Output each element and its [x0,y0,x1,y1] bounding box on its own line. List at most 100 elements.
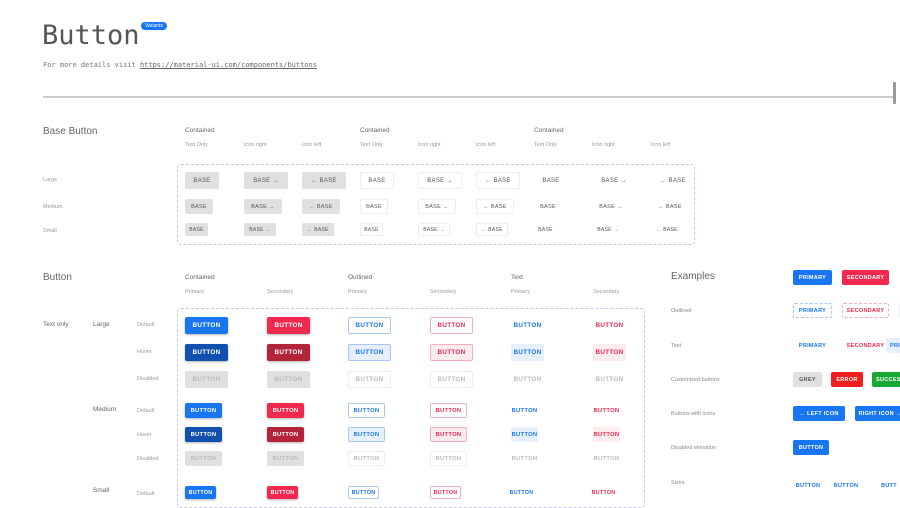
base-button[interactable]: ← BASE [476,199,514,214]
column-label: Secondary [593,289,620,295]
example-button[interactable]: ERROR [831,372,863,387]
base-button[interactable]: ← BASE [656,226,678,233]
grid-button[interactable]: BUTTON [267,403,304,418]
grid-button[interactable]: BUTTON [185,317,228,334]
grid-button[interactable]: BUTTON [430,403,467,418]
grid-button[interactable]: BUTTON [513,376,542,383]
example-button[interactable]: SECONDARY [846,342,885,349]
grid-button[interactable]: BUTTON [348,403,385,418]
base-button[interactable]: BASE [185,172,219,189]
base-button[interactable]: ← BASE [476,223,508,236]
example-button[interactable]: BUTT [881,482,897,489]
grid-button[interactable]: BUTTON [267,371,310,388]
grid-button[interactable]: BUTTON [593,427,620,442]
base-button[interactable]: BASE [538,226,553,233]
base-button[interactable]: BASE → [244,199,282,214]
example-button[interactable]: SECONDARY [842,303,889,318]
grid-button[interactable]: BUTTON [185,371,228,388]
base-button[interactable]: BASE [540,203,556,210]
base-button[interactable]: BASE → [418,223,450,236]
example-button[interactable]: PRIMARY [798,342,827,349]
base-button-frame [177,164,695,245]
base-button[interactable]: ← BASE [302,223,334,236]
grid-button[interactable]: BUTTON [511,344,544,361]
base-button[interactable]: BASE → [418,199,456,214]
grid-button[interactable]: BUTTON [267,486,298,499]
grid-button[interactable]: BUTTON [511,455,538,462]
base-button[interactable]: ← BASE [658,203,682,210]
grid-button[interactable]: BUTTON [185,486,216,499]
base-button[interactable]: ← BASE [302,172,346,189]
grid-button[interactable]: BUTTON [267,317,310,334]
base-button[interactable]: BASE → [597,226,619,233]
base-button[interactable]: BASE [360,199,388,214]
example-button[interactable]: PRIMARY [793,303,832,318]
variants-badge[interactable]: Variants [141,22,167,30]
state-label: Hover [137,432,152,438]
example-button[interactable]: BUTTON [793,440,829,455]
base-button[interactable]: BASE [360,172,394,189]
example-button[interactable]: ← LEFT ICON [793,406,845,421]
grid-button[interactable]: BUTTON [593,455,620,462]
docs-link[interactable]: https://material-ui.com/components/butto… [139,61,317,69]
base-button[interactable]: BASE → [601,177,627,184]
subtitle: For more details visit https://material-… [43,61,317,69]
grid-button[interactable]: BUTTON [185,427,222,442]
base-button[interactable]: BASE → [418,172,462,189]
grid-button[interactable]: BUTTON [430,371,473,388]
example-button[interactable]: PRI [886,338,900,353]
base-group-label: Contained [185,127,215,134]
grid-button[interactable]: BUTTON [267,451,304,466]
example-button[interactable]: GREY [793,372,822,387]
grid-button[interactable]: BUTTON [430,486,461,499]
size-label: Medium [93,406,117,413]
grid-button[interactable]: BUTTON [348,371,391,388]
grid-button[interactable]: BUTTON [348,451,385,466]
grid-button[interactable]: BUTTON [185,403,222,418]
scrollbar-thumb[interactable] [893,82,896,104]
base-button[interactable]: BASE → [244,172,288,189]
grid-button[interactable]: BUTTON [348,317,391,334]
example-button[interactable]: SUCCES [872,372,900,387]
example-button[interactable]: RIGHT ICON → [855,406,900,421]
base-button[interactable]: ← BASE [302,199,340,214]
base-button[interactable]: BASE [360,223,383,236]
base-button[interactable]: ← BASE [476,172,520,189]
base-button[interactable]: BASE → [599,203,623,210]
base-column-label: Icon right [418,142,441,148]
example-button[interactable]: SECONDARY [842,270,889,285]
base-button[interactable]: BASE → [244,223,276,236]
grid-button[interactable]: BUTTON [185,451,222,466]
base-button[interactable]: BASE [185,223,208,236]
example-button[interactable]: PRIMARY [793,270,832,285]
base-button[interactable]: BASE [185,199,213,214]
grid-button[interactable]: BUTTON [593,407,620,414]
state-label: Hover [137,349,152,355]
grid-button[interactable]: BUTTON [430,317,473,334]
grid-button[interactable]: BUTTON [267,427,304,442]
example-button[interactable]: BUTTON [833,482,859,489]
grid-button[interactable]: BUTTON [595,376,624,383]
grid-button[interactable]: BUTTON [591,489,616,496]
grid-button[interactable]: BUTTON [430,344,473,361]
grid-button[interactable]: BUTTON [511,407,538,414]
base-button-title: Base Button [43,126,98,137]
grid-button[interactable]: BUTTON [430,451,467,466]
grid-button[interactable]: BUTTON [348,427,385,442]
grid-button[interactable]: BUTTON [593,344,626,361]
grid-button[interactable]: BUTTON [430,427,467,442]
base-button[interactable]: ← BASE [660,177,686,184]
grid-button[interactable]: BUTTON [348,344,391,361]
grid-button[interactable]: BUTTON [267,344,310,361]
grid-button[interactable]: BUTTON [511,427,538,442]
base-column-label: Icon left [476,142,496,148]
grid-button[interactable]: BUTTON [595,322,624,329]
base-button[interactable]: BASE [542,177,560,184]
grid-button[interactable]: BUTTON [348,486,379,499]
subtitle-text: For more details visit [43,61,140,69]
example-button[interactable]: BUTTON [795,482,821,489]
grid-button[interactable]: BUTTON [513,322,542,329]
base-column-label: Text Only [185,142,208,148]
grid-button[interactable]: BUTTON [185,344,228,361]
grid-button[interactable]: BUTTON [509,489,534,496]
